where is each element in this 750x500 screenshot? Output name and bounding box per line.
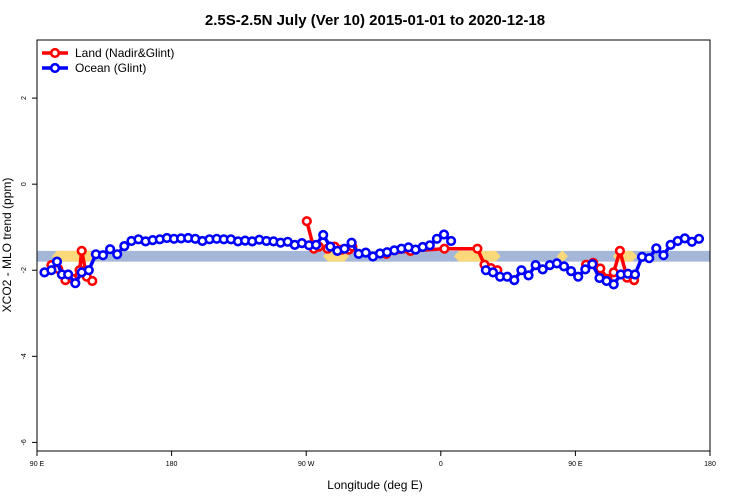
data-point — [629, 269, 641, 280]
data-point — [665, 239, 676, 250]
data-point — [565, 266, 577, 277]
data-point — [438, 229, 450, 240]
x-tick-label: 90 E — [568, 461, 583, 468]
x-tick-label: 180 — [704, 461, 716, 468]
plot-frame — [36, 39, 711, 452]
land-band — [556, 250, 568, 262]
data-point — [516, 265, 527, 276]
data-point — [63, 269, 74, 280]
data-point — [439, 243, 450, 254]
x-axis-label: Longitude (deg E) — [327, 478, 422, 492]
data-point — [530, 260, 541, 271]
data-point — [51, 256, 63, 267]
data-point — [431, 233, 443, 244]
x-tick-label: 0 — [439, 461, 443, 468]
data-point — [97, 250, 109, 261]
y-tick-label: -6 — [21, 439, 28, 445]
plot-area — [36, 39, 711, 452]
data-point — [537, 264, 548, 275]
data-point — [487, 267, 499, 278]
data-point — [608, 279, 619, 290]
data-point — [83, 265, 94, 276]
data-point — [693, 233, 705, 244]
data-point — [587, 259, 598, 270]
y-tick-label: -4 — [21, 353, 28, 359]
data-point — [346, 237, 357, 248]
series-ocean — [39, 229, 705, 290]
data-point — [558, 261, 570, 272]
chart-title: 2.5S-2.5N July (Ver 10) 2015-01-01 to 20… — [205, 12, 545, 29]
data-point — [644, 253, 655, 264]
data-point — [46, 265, 57, 276]
data-point — [112, 249, 123, 260]
data-point — [523, 270, 534, 281]
land-band — [453, 250, 501, 262]
x-tick-label: 90 E — [30, 461, 45, 468]
data-point — [424, 240, 435, 251]
data-point — [318, 229, 329, 241]
data-point — [104, 244, 116, 255]
data-point — [301, 216, 312, 227]
series-layer — [39, 216, 705, 290]
y-tick-label: -2 — [21, 267, 28, 273]
legend-marker — [49, 62, 61, 74]
data-point — [360, 247, 371, 258]
legend-label: Ocean (Glint) — [75, 61, 146, 75]
y-axis-label: XCO2 - MLO trend (ppm) — [0, 178, 14, 313]
legend-label: Land (Nadir&Glint) — [75, 46, 174, 60]
data-point — [325, 241, 336, 252]
x-axis: 90 E 180 90 W 0 90 E 180 — [30, 451, 716, 468]
data-point — [339, 243, 350, 254]
data-point — [70, 278, 81, 289]
x-tick-label: 180 — [166, 461, 178, 468]
data-point — [119, 241, 130, 252]
data-point — [658, 250, 669, 261]
data-point — [76, 245, 87, 256]
y-tick-label: 0 — [21, 182, 28, 186]
data-point — [651, 243, 662, 254]
data-point — [446, 235, 457, 247]
data-point — [311, 239, 322, 250]
y-axis: 2 0 -2 -4 -6 — [21, 96, 37, 446]
legend-marker — [49, 47, 61, 59]
y-tick-label: 2 — [21, 96, 28, 100]
legend: Land (Nadir&Glint)Ocean (Glint) — [42, 46, 174, 75]
data-point — [573, 271, 584, 282]
data-point — [87, 275, 98, 287]
data-point — [614, 245, 626, 256]
data-point — [472, 243, 483, 254]
data-point — [580, 264, 591, 275]
data-point — [509, 275, 520, 286]
x-tick-label: 90 W — [298, 461, 315, 468]
